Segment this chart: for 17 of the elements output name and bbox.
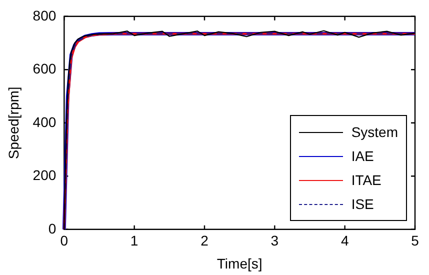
y-axis-title: Speed[rpm]: [5, 86, 22, 160]
x-tick-label: 5: [411, 232, 420, 249]
y-tick-label: 200: [32, 167, 56, 184]
x-tick-label: 1: [130, 232, 138, 249]
legend-label: ISE: [351, 196, 374, 212]
y-tick-label: 600: [32, 60, 56, 77]
y-tick-label: 800: [32, 7, 56, 24]
x-tick-label: 4: [340, 232, 349, 249]
legend-label: System: [351, 124, 398, 140]
x-tick-label: 3: [270, 232, 279, 249]
y-tick-label: 0: [48, 220, 56, 236]
x-axis-title: Time[s]: [216, 255, 262, 272]
legend-label: ITAE: [351, 172, 382, 188]
x-tick-label: 0: [60, 232, 68, 249]
legend-label: IAE: [351, 148, 374, 164]
y-tick-label: 400: [32, 114, 56, 130]
x-tick-label: 2: [200, 232, 209, 249]
